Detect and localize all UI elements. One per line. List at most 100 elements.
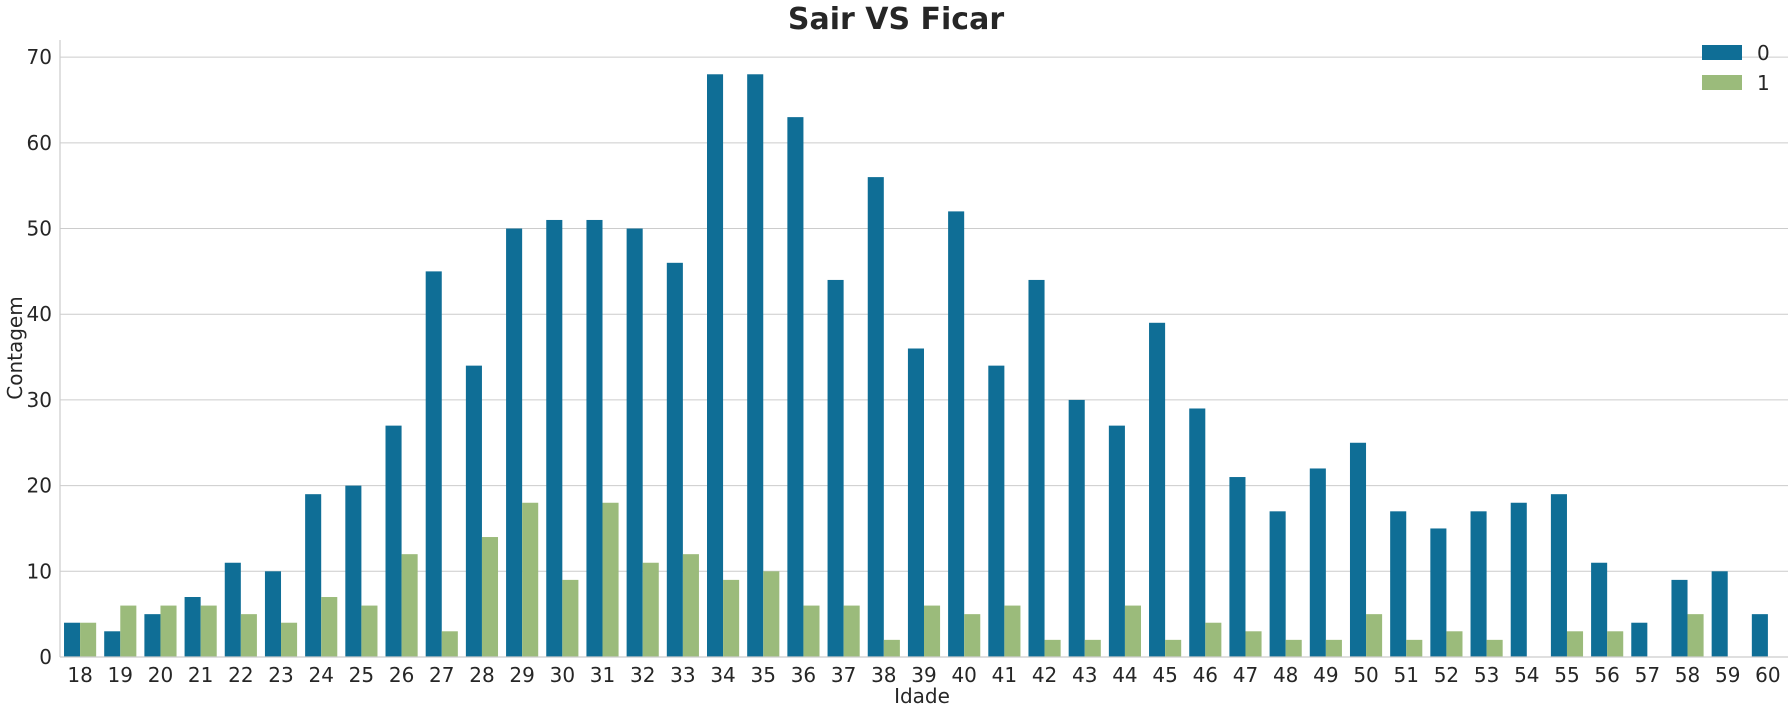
x-tick-label: 28 (469, 663, 494, 687)
x-tick-label: 31 (590, 663, 615, 687)
bar-series-0-53 (1470, 511, 1487, 657)
bar-series-0-45 (1149, 322, 1166, 657)
bar-series-1-50 (1366, 614, 1383, 657)
y-tick-label: 70 (27, 45, 52, 69)
bar-series-1-38 (883, 639, 900, 657)
bar-series-1-22 (240, 614, 257, 657)
bar-series-1-44 (1124, 605, 1141, 657)
bar-series-0-25 (345, 485, 362, 657)
bar-series-1-55 (1566, 631, 1584, 657)
x-tick-labels: 18 19 20 21 22 23 24 25 26 27 28 29 30 31 32 33 34 35 36 37… (67, 663, 1780, 687)
bar-series-0-19 (104, 631, 121, 657)
x-tick-label: 27 (429, 663, 454, 687)
x-tick-label: 46 (1193, 663, 1218, 687)
x-tick-label: 23 (268, 663, 293, 687)
bar-series-0-54 (1510, 502, 1527, 657)
x-tick-label: 22 (228, 663, 253, 687)
y-tick-label: 0 (39, 645, 52, 669)
bar-series-0-23 (264, 571, 282, 657)
bar-series-0-52 (1430, 528, 1447, 657)
bar-series-0-49 (1309, 468, 1326, 657)
bar-series-1-37 (843, 605, 860, 657)
x-tick-label: 44 (1112, 663, 1137, 687)
bar-series-1-33 (682, 554, 699, 657)
x-tick-label: 50 (1353, 663, 1378, 687)
x-tick-label: 54 (1514, 663, 1539, 687)
bar-series-1-46 (1205, 622, 1222, 657)
y-tick-label: 50 (27, 217, 52, 241)
x-tick-label: 30 (550, 663, 575, 687)
x-tick-label: 55 (1554, 663, 1579, 687)
x-tick-label: 29 (509, 663, 534, 687)
bar-series-1-49 (1325, 639, 1342, 657)
y-tick-label: 60 (27, 131, 52, 155)
x-tick-label: 35 (751, 663, 776, 687)
bar-series-1-47 (1245, 631, 1262, 657)
bar-series-0-34 (707, 74, 724, 657)
x-tick-label: 40 (951, 663, 976, 687)
y-tick-labels: 0 10 20 30 40 50 60 70 (27, 45, 52, 669)
x-tick-label: 39 (911, 663, 936, 687)
bar-series-0-55 (1550, 494, 1567, 657)
y-tick-label: 20 (27, 474, 52, 498)
bar-series-1-43 (1084, 639, 1101, 657)
bar-series-1-51 (1406, 639, 1423, 657)
bar-series-1-23 (281, 622, 298, 657)
bar-series-1-21 (200, 605, 217, 657)
bar-series-0-36 (787, 117, 804, 658)
bar-series-0-59 (1711, 571, 1728, 657)
bar-series-0-56 (1591, 562, 1608, 657)
bar-series-0-51 (1390, 511, 1407, 657)
y-tick-label: 10 (27, 559, 52, 583)
bar-series-0-43 (1068, 399, 1085, 657)
x-tick-label: 34 (710, 663, 735, 687)
x-tick-label: 41 (992, 663, 1017, 687)
bar-series-1-27 (441, 631, 458, 657)
x-tick-label: 53 (1474, 663, 1499, 687)
bar-series-0-47 (1229, 477, 1246, 657)
legend-label-1: 1 (1757, 71, 1770, 95)
bar-series-0-32 (626, 228, 643, 657)
x-tick-label: 43 (1072, 663, 1097, 687)
bar-series-0-44 (1108, 425, 1125, 658)
bar-series-1-56 (1607, 631, 1624, 657)
x-tick-label: 38 (871, 663, 896, 687)
bar-series-1-18 (80, 622, 97, 657)
bar-series-0-24 (305, 494, 322, 657)
bars (64, 74, 1768, 658)
x-tick-label: 20 (148, 663, 173, 687)
chart-title: Sair VS Ficar (788, 2, 1004, 37)
x-tick-label: 36 (791, 663, 816, 687)
bar-series-0-26 (385, 425, 402, 658)
x-tick-label: 59 (1715, 663, 1740, 687)
bar-series-1-25 (361, 605, 378, 657)
bar-series-0-18 (64, 622, 81, 657)
bar-series-1-32 (642, 562, 659, 657)
bar-series-0-33 (666, 262, 683, 657)
legend-swatch-0 (1702, 45, 1742, 60)
bar-series-1-24 (321, 597, 338, 657)
x-tick-label: 60 (1755, 663, 1780, 687)
bar-series-1-26 (401, 554, 418, 657)
bar-series-0-30 (546, 219, 563, 657)
bar-series-1-40 (964, 614, 981, 657)
bar-series-1-29 (522, 502, 539, 657)
bar-series-1-31 (602, 502, 619, 657)
bar-series-0-46 (1189, 408, 1206, 657)
bar-series-1-36 (803, 605, 820, 657)
legend-swatch-1 (1702, 75, 1742, 90)
bar-series-1-19 (120, 605, 137, 657)
bar-series-0-41 (988, 365, 1005, 657)
x-tick-label: 24 (308, 663, 333, 687)
bar-series-0-20 (144, 614, 161, 657)
axes (59, 40, 1788, 658)
bar-series-1-28 (481, 537, 499, 657)
x-tick-label: 45 (1152, 663, 1177, 687)
x-tick-label: 33 (670, 663, 695, 687)
bar-series-1-58 (1687, 614, 1704, 657)
bar-series-0-58 (1671, 579, 1688, 658)
x-tick-label: 52 (1434, 663, 1459, 687)
bar-series-1-30 (562, 579, 579, 658)
bar-series-0-38 (867, 177, 884, 658)
